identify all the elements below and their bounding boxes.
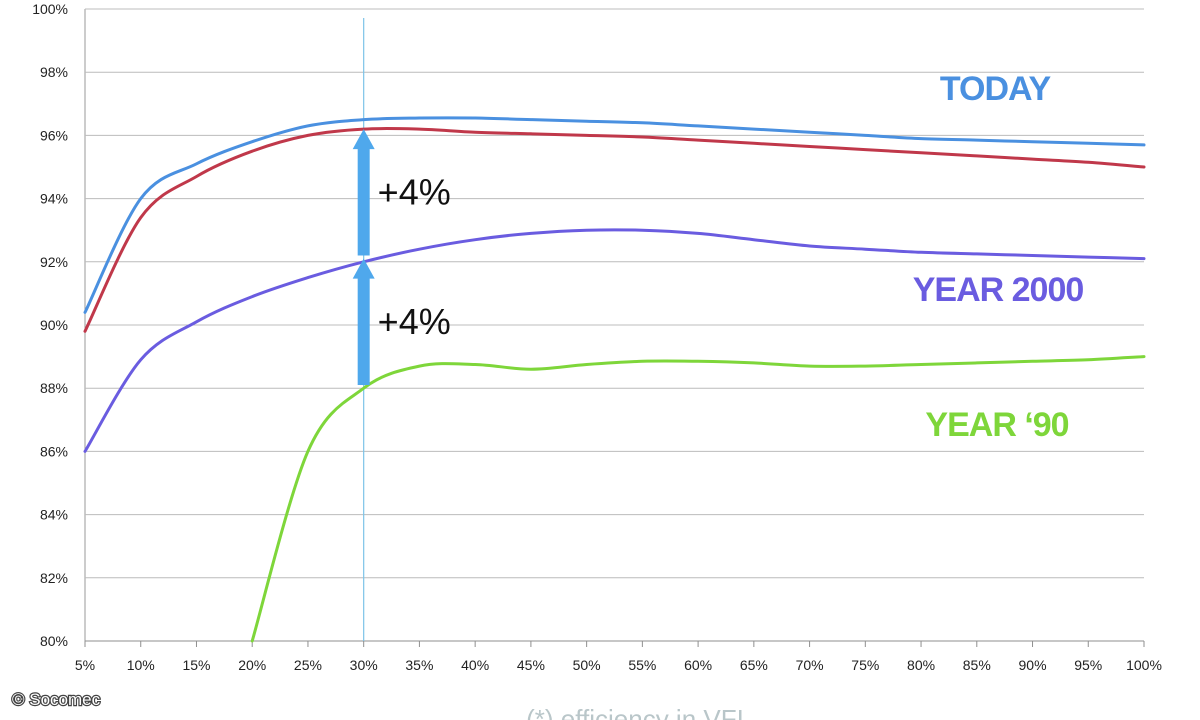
series-labels: TODAY YEAR 2000 YEAR ‘90 <box>913 70 1085 444</box>
y-tick-label: 92% <box>40 254 68 270</box>
improvement-arrows: +4% +4% <box>352 129 451 386</box>
x-tick-label: 50% <box>573 657 601 673</box>
series-label-year-90: YEAR ‘90 <box>925 406 1068 444</box>
y-tick-label: 80% <box>40 633 68 649</box>
series-line-year-2000 <box>83 228 1146 453</box>
copyright-credit: © Socomec <box>12 690 101 709</box>
x-tick-label: 60% <box>684 657 712 673</box>
x-tick-label: 35% <box>405 657 433 673</box>
y-tick-label: 84% <box>40 507 68 523</box>
y-axis: 80% 82% 84% 86% 88% 90% 92% 94% 96% 98% 100% <box>32 1 68 649</box>
footnote: (*) efficiency in VFI <box>526 704 744 720</box>
x-tick-label: 25% <box>294 657 322 673</box>
y-tick-label: 100% <box>32 1 68 17</box>
annotation-label: +4% <box>378 301 451 342</box>
series-lines <box>83 116 1146 643</box>
x-tick-label: 90% <box>1019 657 1047 673</box>
x-tick-label: 65% <box>740 657 768 673</box>
annotation-label: +4% <box>378 171 451 212</box>
series-label-today: TODAY <box>940 70 1052 108</box>
x-tick-label: 75% <box>851 657 879 673</box>
x-tick-label: 100% <box>1126 657 1162 673</box>
up-arrow <box>352 258 375 386</box>
series-line-year-90 <box>250 355 1146 643</box>
x-tick-label: 55% <box>628 657 656 673</box>
x-tick-label: 70% <box>796 657 824 673</box>
y-tick-label: 90% <box>40 317 68 333</box>
y-tick-label: 96% <box>40 127 68 143</box>
x-tick-label: 5% <box>75 657 95 673</box>
y-tick-label: 82% <box>40 570 68 586</box>
series-line-red <box>83 126 1146 333</box>
x-axis: 5% 10% 15% 20% 25% 30% 35% 40% 45% 50% 55% 60% 65% 70… <box>75 641 1162 673</box>
series-line-today <box>83 116 1146 314</box>
x-tick-label: 20% <box>238 657 266 673</box>
x-tick-label: 30% <box>350 657 378 673</box>
x-tick-label: 45% <box>517 657 545 673</box>
y-tick-label: 94% <box>40 191 68 207</box>
x-tick-label: 15% <box>182 657 210 673</box>
grid <box>85 8 1144 642</box>
y-tick-label: 98% <box>40 64 68 80</box>
series-label-year-2000: YEAR 2000 <box>913 271 1084 309</box>
x-tick-label: 95% <box>1074 657 1102 673</box>
x-tick-label: 40% <box>461 657 489 673</box>
x-tick-label: 80% <box>907 657 935 673</box>
y-tick-label: 88% <box>40 380 68 396</box>
up-arrow <box>352 129 375 256</box>
x-tick-label: 85% <box>963 657 991 673</box>
x-tick-label: 10% <box>127 657 155 673</box>
y-tick-label: 86% <box>40 443 68 459</box>
